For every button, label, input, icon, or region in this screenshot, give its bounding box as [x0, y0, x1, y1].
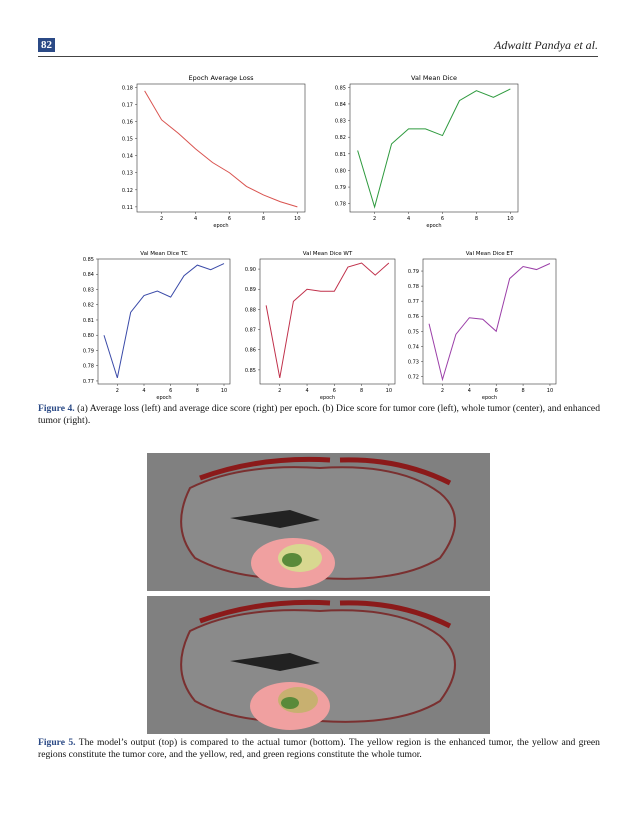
y-tick-label: 0.76 — [408, 314, 419, 320]
y-tick-label: 0.15 — [122, 137, 133, 143]
y-tick-label: 0.87 — [245, 328, 256, 334]
x-tick-label: 8 — [360, 388, 363, 394]
x-axis-label: epoch — [482, 395, 497, 400]
chart-title: Val Mean Dice ET — [466, 251, 514, 257]
y-tick-label: 0.16 — [122, 120, 133, 126]
x-tick-label: 2 — [278, 388, 281, 394]
y-tick-label: 0.85 — [245, 368, 256, 374]
y-tick-label: 0.78 — [83, 364, 94, 370]
x-tick-label: 10 — [507, 216, 513, 222]
y-tick-label: 0.80 — [83, 333, 94, 339]
y-tick-label: 0.85 — [335, 85, 346, 91]
chart-title: Val Mean Dice TC — [140, 251, 188, 257]
x-tick-label: 10 — [386, 388, 392, 394]
data-line — [428, 263, 551, 382]
x-tick-label: 8 — [196, 388, 199, 394]
x-tick-label: 2 — [441, 388, 444, 394]
y-tick-label: 0.77 — [408, 299, 419, 305]
y-tick-label: 0.77 — [83, 379, 94, 385]
y-tick-label: 0.74 — [408, 344, 419, 350]
x-tick-label: 4 — [305, 388, 308, 394]
y-tick-label: 0.72 — [408, 374, 419, 380]
x-axis-label: epoch — [320, 395, 335, 400]
y-tick-label: 0.79 — [335, 185, 346, 191]
y-tick-label: 0.86 — [245, 348, 256, 354]
plot-frame — [422, 258, 557, 385]
caption-text: (a) Average loss (left) and average dice… — [38, 403, 600, 426]
x-tick-label: 8 — [521, 388, 524, 394]
plot-frame — [259, 258, 396, 385]
x-tick-label: 4 — [142, 388, 145, 394]
y-tick-label: 0.81 — [335, 152, 346, 158]
y-tick-label: 0.84 — [335, 102, 346, 108]
x-tick-label: 10 — [221, 388, 227, 394]
figure-5 — [147, 453, 490, 734]
x-tick-label: 6 — [441, 216, 444, 222]
plot-frame — [349, 83, 519, 213]
header-rule — [38, 56, 598, 57]
running-title: Adwaitt Pandya et al. — [494, 38, 598, 52]
page-number: 82 — [38, 38, 55, 52]
caption-label: Figure 4. — [38, 403, 75, 414]
x-tick-label: 10 — [547, 388, 553, 394]
y-tick-label: 0.17 — [122, 102, 133, 108]
y-tick-label: 0.73 — [408, 359, 419, 365]
y-tick-label: 0.83 — [83, 287, 94, 293]
y-tick-label: 0.78 — [408, 284, 419, 290]
plot-frame — [136, 83, 306, 213]
x-axis-label: epoch — [156, 395, 171, 400]
figure-4: Epoch Average Loss epoch 2 4 6 8 10 0.11 0.12 0.1… — [83, 74, 557, 400]
caption-label: Figure 5. — [38, 737, 76, 748]
y-tick-label: 0.81 — [83, 318, 94, 324]
y-tick-label: 0.80 — [335, 168, 346, 174]
plot-frame — [97, 258, 231, 385]
y-tick-label: 0.79 — [408, 269, 419, 275]
chart-title: Val Mean Dice WT — [303, 251, 353, 257]
x-tick-label: 6 — [228, 216, 231, 222]
caption: Figure 4. (a) Average loss (left) and av… — [38, 403, 600, 427]
x-tick-label: 6 — [333, 388, 336, 394]
x-tick-label: 2 — [160, 216, 163, 222]
x-tick-label: 6 — [169, 388, 172, 394]
chart-title: Epoch Average Loss — [189, 74, 255, 82]
x-axis-label: epoch — [426, 223, 441, 229]
x-tick-label: 10 — [294, 216, 300, 222]
x-tick-label: 2 — [373, 216, 376, 222]
x-tick-label: 4 — [468, 388, 471, 394]
y-tick-label: 0.89 — [245, 287, 256, 293]
y-tick-label: 0.11 — [122, 205, 133, 211]
data-line — [103, 263, 225, 379]
y-tick-label: 0.75 — [408, 329, 419, 335]
y-tick-label: 0.90 — [245, 267, 256, 273]
y-tick-label: 0.84 — [83, 272, 94, 278]
data-line — [144, 90, 298, 208]
y-tick-label: 0.12 — [122, 188, 133, 194]
x-axis-label: epoch — [213, 223, 228, 229]
x-tick-label: 2 — [116, 388, 119, 394]
data-line — [357, 88, 511, 209]
caption-text: The model’s output (top) is compared to … — [38, 737, 600, 760]
x-tick-label: 4 — [194, 216, 197, 222]
caption: Figure 5. The model’s output (top) is co… — [38, 737, 600, 761]
y-tick-label: 0.88 — [245, 307, 256, 313]
y-tick-label: 0.13 — [122, 171, 133, 177]
y-tick-label: 0.78 — [335, 202, 346, 208]
x-tick-label: 4 — [407, 216, 410, 222]
x-tick-label: 6 — [495, 388, 498, 394]
x-tick-label: 8 — [475, 216, 478, 222]
mri-ground-truth — [147, 596, 490, 734]
y-tick-label: 0.18 — [122, 85, 133, 91]
data-line — [265, 262, 390, 379]
y-tick-label: 0.14 — [122, 154, 133, 160]
y-tick-label: 0.79 — [83, 348, 94, 354]
y-tick-label: 0.82 — [335, 135, 346, 141]
mri-output — [147, 453, 490, 591]
y-tick-label: 0.82 — [83, 303, 94, 309]
y-tick-label: 0.85 — [83, 257, 94, 263]
chart-title: Val Mean Dice — [411, 74, 457, 82]
y-tick-label: 0.83 — [335, 119, 346, 125]
x-tick-label: 8 — [262, 216, 265, 222]
